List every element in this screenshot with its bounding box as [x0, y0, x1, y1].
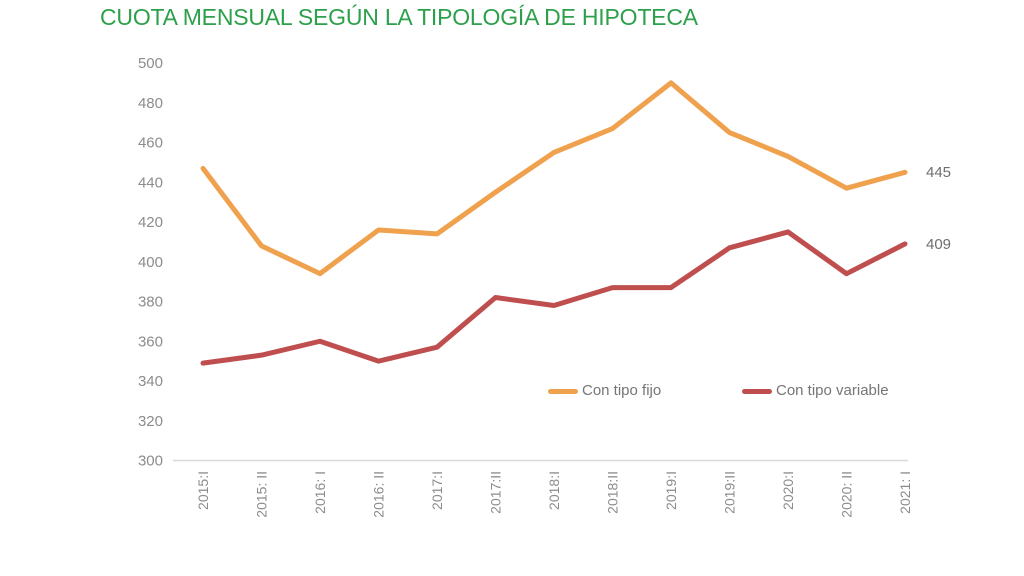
y-axis-tick-label: 340 [138, 373, 163, 390]
x-axis-tick-label: 2019:I [663, 471, 679, 510]
y-axis-tick-label: 460 [138, 135, 163, 152]
legend-label-fijo: Con tipo fijo [582, 382, 662, 399]
x-axis-tick-label: 2017:II [488, 471, 504, 514]
series-line-con-tipo-variable [200, 229, 908, 366]
y-axis-tick-label: 480 [138, 95, 163, 112]
legend-item-con-tipo-fijo: Con tipo fijo [548, 382, 661, 400]
x-axis-tick-label: 2020: II [839, 471, 855, 518]
legend-item-con-tipo-variable: Con tipo variable [742, 382, 889, 400]
series-end-value-variable: 409 [926, 236, 952, 253]
x-axis-tick-label: 2020:I [780, 471, 796, 510]
x-axis-tick-label: 2016: I [312, 471, 328, 514]
y-axis-tick-label: 380 [138, 294, 163, 311]
y-axis-tick-label: 500 [138, 55, 163, 72]
y-axis-tick-label: 300 [138, 453, 163, 470]
legend-swatch-fijo-icon [548, 388, 578, 394]
x-axis-tick-label: 2019:II [722, 471, 738, 514]
chart-title: CUOTA MENSUAL SEGÚN LA TIPOLOGÍA DE HIPO… [100, 4, 698, 30]
legend-swatch-variable-icon [742, 388, 772, 394]
x-axis-tick-label: 2015:I [195, 471, 211, 510]
y-axis-tick-label: 420 [138, 214, 163, 231]
series-line-con-tipo-fijo [200, 80, 908, 277]
y-axis-tick-label: 400 [138, 254, 163, 271]
x-axis-tick-label: 2015: II [254, 471, 270, 518]
x-axis-tick-label: 2016: II [371, 471, 387, 518]
x-axis-tick-label: 2017:I [429, 471, 445, 510]
y-axis-tick-label: 360 [138, 333, 163, 350]
series-end-value-fijo: 445 [926, 164, 952, 181]
y-axis-tick-label: 440 [138, 174, 163, 191]
x-axis-tick-label: 2018:I [546, 471, 562, 510]
legend-label-variable: Con tipo variable [776, 382, 889, 399]
y-axis-tick-label: 320 [138, 413, 163, 430]
x-axis-tick-label: 2018:II [605, 471, 621, 514]
x-axis-tick-label: 2021: I [897, 471, 913, 514]
